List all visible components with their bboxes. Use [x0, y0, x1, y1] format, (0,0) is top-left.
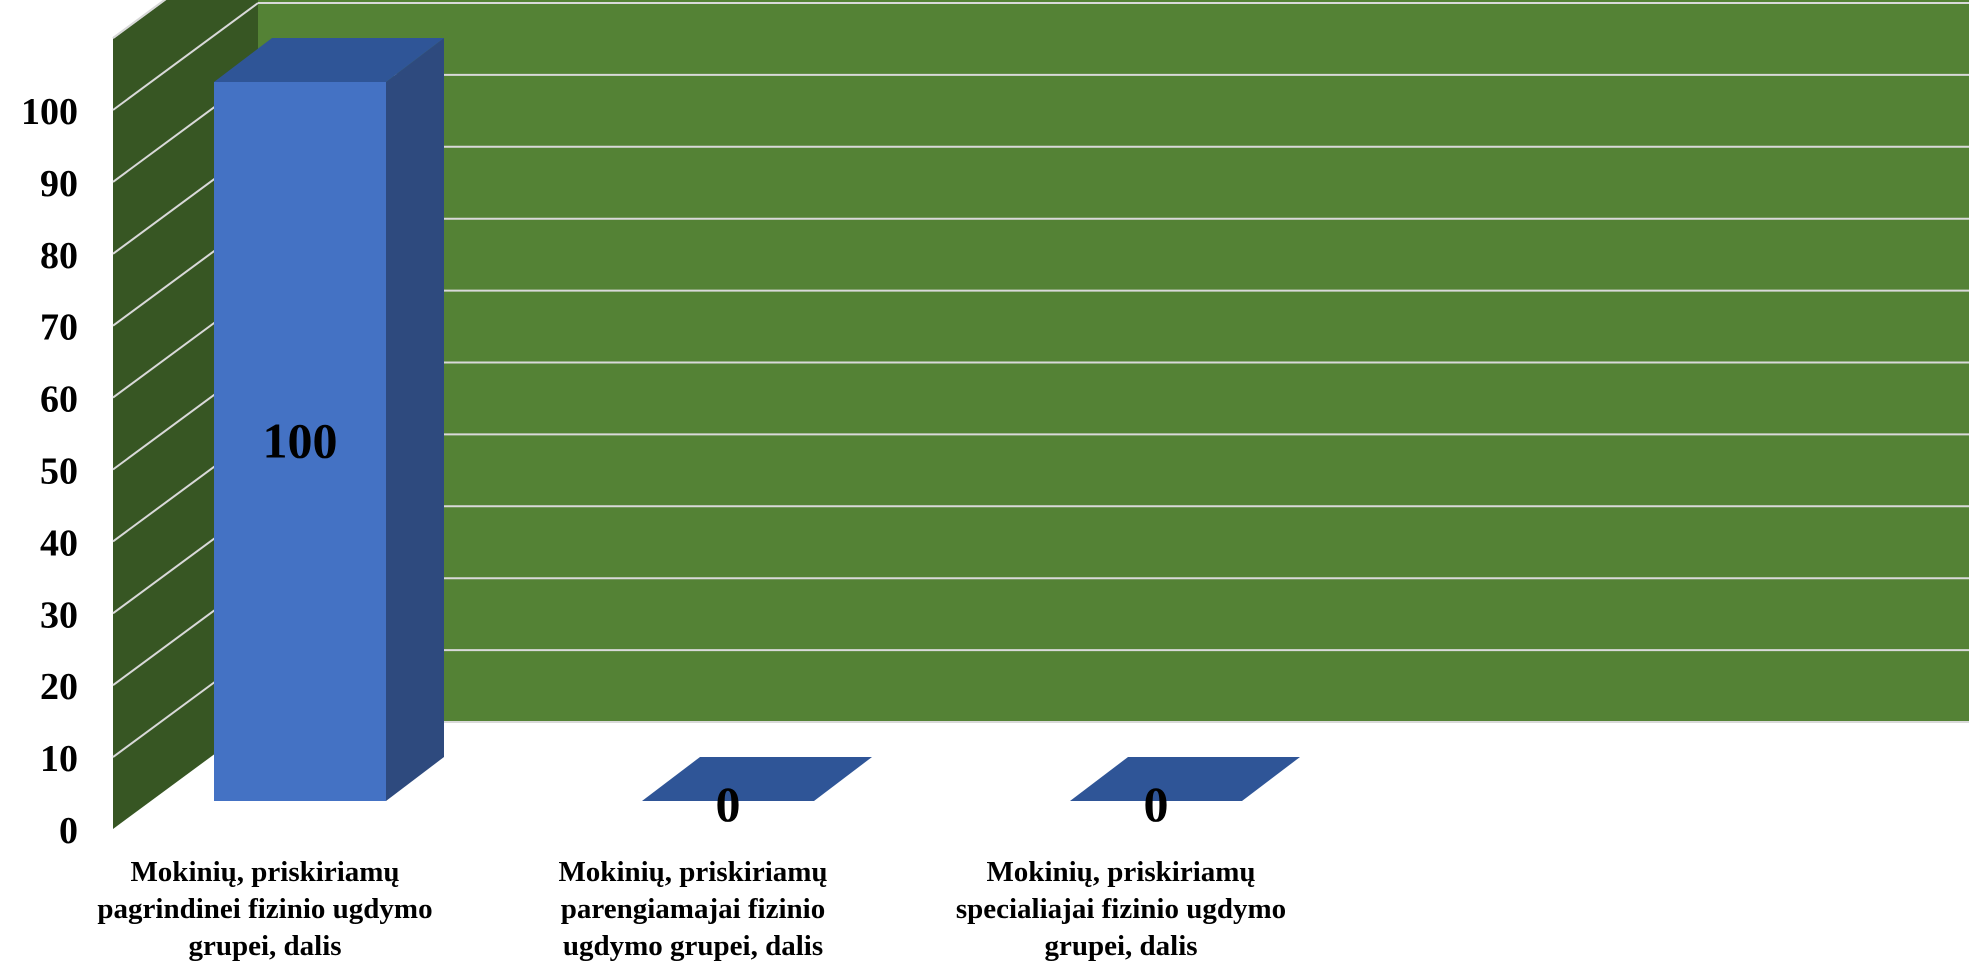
data-label: 0	[716, 776, 741, 832]
y-tick-label: 10	[40, 738, 78, 780]
y-axis-tick-labels: 0 10 20 30 40 50 60 70 80 90 100	[21, 91, 78, 852]
y-tick-label: 50	[40, 451, 78, 493]
x-axis-category-labels: Mokinių, priskiriamų pagrindinei fizinio …	[97, 856, 1286, 962]
y-tick-label: 60	[40, 379, 78, 421]
bar	[214, 82, 386, 801]
y-tick-label: 30	[40, 594, 78, 636]
category-label: Mokinių, priskiriamų parengiamajai fizini…	[558, 856, 827, 962]
bars	[214, 38, 1300, 801]
y-tick-label: 40	[40, 522, 78, 564]
y-tick-label: 20	[40, 666, 78, 708]
bar-side	[386, 38, 444, 801]
y-tick-label: 100	[21, 91, 78, 133]
y-tick-label: 70	[40, 307, 78, 349]
y-tick-label: 90	[40, 163, 78, 205]
data-label: 0	[1144, 776, 1169, 832]
category-label: Mokinių, priskiriamų specialiajai fizinio…	[956, 856, 1286, 962]
back-wall	[258, 0, 1969, 722]
data-labels: 100 0 0	[263, 413, 1169, 833]
data-label: 100	[263, 413, 338, 469]
y-tick-label: 0	[59, 810, 78, 852]
bar-top	[214, 38, 444, 82]
bar-top	[1070, 757, 1300, 801]
bar-top	[642, 757, 872, 801]
gridlines	[112, 0, 1969, 758]
gridline	[112, 2, 259, 111]
wall-edge	[112, 0, 167, 39]
y-tick-label: 80	[40, 235, 78, 277]
category-label: Mokinių, priskiriamų pagrindinei fizinio …	[97, 856, 432, 962]
